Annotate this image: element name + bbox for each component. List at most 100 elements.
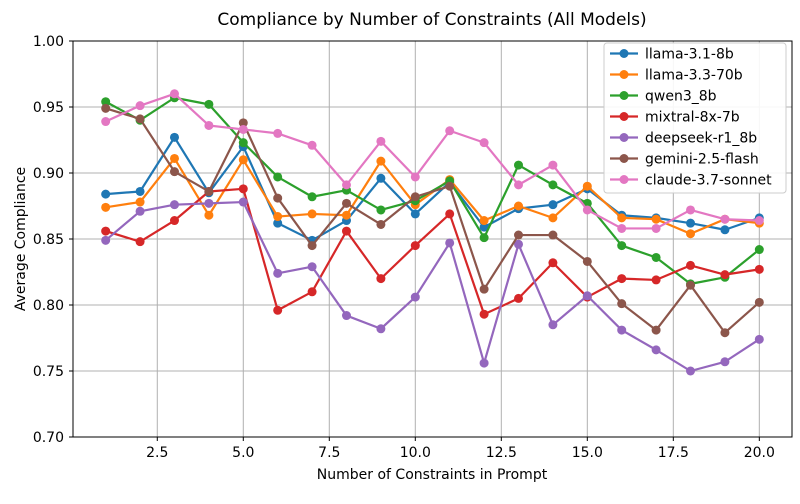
series-layer	[101, 89, 764, 376]
legend-label-deepseek-r1_8b: deepseek-r1_8b	[645, 131, 757, 147]
data-point-claude-3.7-sonnet	[548, 160, 558, 170]
data-point-llama-3.3-70b	[341, 210, 351, 220]
data-point-claude-3.7-sonnet	[445, 126, 455, 136]
data-point-mixtral-8x-7b	[341, 226, 351, 236]
data-point-gemini-2.5-flash	[514, 230, 524, 240]
axes-layer: 2.5 5.0 7.5 10.0 12.5 15.0 17.5 20.0 0.70 0.75 0.8…	[33, 34, 793, 461]
data-point-llama-3.3-70b	[238, 155, 248, 165]
x-tick-label: 2.5	[146, 445, 168, 461]
data-point-deepseek-r1_8b	[686, 366, 696, 376]
data-point-deepseek-r1_8b	[548, 320, 558, 330]
legend-marker-gemini-2.5-flash	[619, 154, 629, 163]
data-point-mixtral-8x-7b	[169, 216, 179, 226]
data-point-deepseek-r1_8b	[514, 239, 524, 249]
y-tick-label: 0.75	[33, 364, 64, 380]
data-point-mixtral-8x-7b	[410, 241, 420, 251]
data-point-llama-3.1-8b	[273, 218, 283, 228]
data-point-claude-3.7-sonnet	[686, 205, 696, 215]
data-point-gemini-2.5-flash	[445, 181, 455, 191]
data-point-mixtral-8x-7b	[376, 274, 386, 284]
data-point-mixtral-8x-7b	[479, 309, 489, 319]
legend-marker-mixtral-8x-7b	[619, 112, 629, 121]
data-point-gemini-2.5-flash	[720, 328, 730, 338]
data-point-llama-3.3-70b	[204, 210, 214, 220]
data-point-gemini-2.5-flash	[204, 186, 214, 196]
x-tick-label: 17.5	[658, 445, 689, 461]
data-point-claude-3.7-sonnet	[410, 172, 420, 182]
data-point-mixtral-8x-7b	[307, 287, 317, 297]
data-point-llama-3.1-8b	[135, 186, 145, 196]
data-point-gemini-2.5-flash	[307, 241, 317, 251]
series-line-llama-3.1-8b	[104, 136, 761, 242]
data-point-llama-3.3-70b	[617, 213, 627, 223]
data-point-deepseek-r1_8b	[479, 358, 489, 368]
data-point-deepseek-r1_8b	[582, 291, 592, 301]
data-point-mixtral-8x-7b	[101, 226, 111, 236]
y-tick-label: 0.95	[33, 100, 64, 116]
data-point-claude-3.7-sonnet	[651, 223, 661, 233]
data-point-llama-3.1-8b	[376, 173, 386, 183]
data-point-gemini-2.5-flash	[410, 192, 420, 202]
legend-label-mixtral-8x-7b: mixtral-8x-7b	[645, 110, 740, 126]
data-point-deepseek-r1_8b	[410, 292, 420, 302]
data-point-llama-3.3-70b	[686, 229, 696, 239]
data-point-llama-3.1-8b	[686, 218, 696, 228]
chart-title: Compliance by Number of Constraints (All…	[217, 10, 646, 30]
data-point-llama-3.1-8b	[479, 222, 489, 232]
data-point-llama-3.3-70b	[479, 216, 489, 226]
data-point-gemini-2.5-flash	[169, 167, 179, 177]
data-point-qwen3_8b	[651, 252, 661, 262]
data-point-deepseek-r1_8b	[169, 200, 179, 210]
data-point-claude-3.7-sonnet	[135, 101, 145, 111]
data-point-llama-3.3-70b	[307, 209, 317, 219]
legend-label-claude-3.7-sonnet: claude-3.7-sonnet	[645, 173, 772, 189]
data-point-claude-3.7-sonnet	[238, 124, 248, 134]
data-point-deepseek-r1_8b	[651, 345, 661, 355]
legend-marker-claude-3.7-sonnet	[619, 175, 629, 184]
data-point-claude-3.7-sonnet	[169, 89, 179, 99]
data-point-mixtral-8x-7b	[617, 274, 627, 284]
data-point-mixtral-8x-7b	[686, 260, 696, 270]
data-point-mixtral-8x-7b	[754, 264, 764, 274]
data-point-qwen3_8b	[307, 192, 317, 202]
data-point-deepseek-r1_8b	[204, 198, 214, 208]
data-point-llama-3.3-70b	[169, 153, 179, 163]
data-point-gemini-2.5-flash	[479, 284, 489, 294]
x-axis-label: Number of Constraints in Prompt	[317, 467, 548, 483]
data-point-claude-3.7-sonnet	[479, 138, 489, 148]
data-point-claude-3.7-sonnet	[617, 223, 627, 233]
y-tick-label: 0.70	[33, 430, 64, 446]
x-tick-label: 20.0	[744, 445, 775, 461]
data-point-gemini-2.5-flash	[582, 256, 592, 266]
data-point-deepseek-r1_8b	[135, 206, 145, 216]
data-point-llama-3.3-70b	[651, 214, 661, 224]
data-point-mixtral-8x-7b	[238, 184, 248, 194]
data-point-qwen3_8b	[754, 245, 764, 255]
data-point-llama-3.3-70b	[273, 212, 283, 222]
data-point-claude-3.7-sonnet	[307, 140, 317, 150]
data-point-gemini-2.5-flash	[686, 280, 696, 290]
data-point-qwen3_8b	[548, 180, 558, 190]
data-point-qwen3_8b	[273, 172, 283, 182]
data-point-llama-3.3-70b	[376, 156, 386, 166]
data-point-mixtral-8x-7b	[445, 209, 455, 219]
data-point-llama-3.1-8b	[410, 209, 420, 219]
data-point-gemini-2.5-flash	[273, 193, 283, 203]
data-point-gemini-2.5-flash	[754, 297, 764, 307]
data-point-claude-3.7-sonnet	[582, 205, 592, 215]
y-tick-label: 0.85	[33, 232, 64, 248]
x-tick-label: 12.5	[486, 445, 517, 461]
data-point-llama-3.1-8b	[101, 189, 111, 199]
data-point-claude-3.7-sonnet	[273, 128, 283, 138]
data-point-deepseek-r1_8b	[445, 238, 455, 248]
data-point-claude-3.7-sonnet	[204, 120, 214, 130]
legend: llama-3.1-8b llama-3.3-70b qwen3_8bmixtral…	[603, 42, 787, 194]
data-point-mixtral-8x-7b	[651, 275, 661, 285]
data-point-deepseek-r1_8b	[617, 325, 627, 335]
data-point-deepseek-r1_8b	[720, 357, 730, 367]
legend-box	[603, 42, 787, 194]
x-tick-label: 7.5	[318, 445, 340, 461]
data-point-gemini-2.5-flash	[651, 325, 661, 335]
data-point-llama-3.1-8b	[169, 132, 179, 142]
data-point-deepseek-r1_8b	[754, 334, 764, 344]
